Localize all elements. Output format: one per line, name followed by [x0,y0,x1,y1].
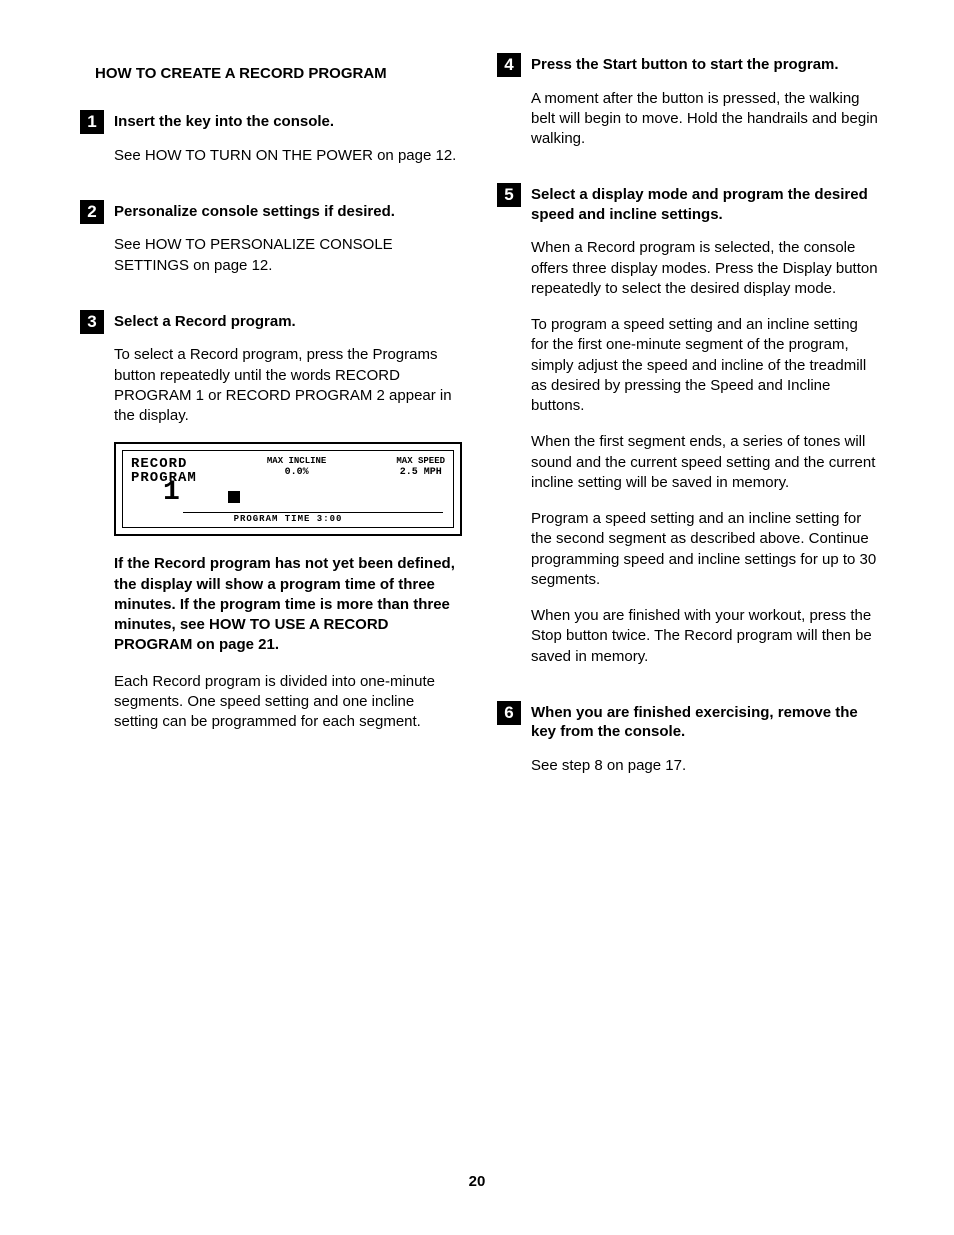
display-max-incline: MAX INCLINE0.0% [267,457,326,478]
step: 4 Press the Start button to start the pro… [497,55,879,165]
step-title: Press the Start button to start the prog… [531,55,879,75]
left-steps-container: 1 Insert the key into the console. See HOW… [80,112,462,748]
step-body: Select a display mode and program the de… [531,185,879,683]
step-number-badge: 4 [497,53,521,77]
step-number-badge: 1 [80,110,104,134]
display-segment-block [228,491,240,503]
left-column: HOW TO CREATE A RECORD PROGRAM 1 Insert t… [80,55,462,812]
step-paragraph: When you are finished with your workout,… [531,606,879,667]
section-title: HOW TO CREATE A RECORD PROGRAM [95,65,462,82]
page-content: HOW TO CREATE A RECORD PROGRAM 1 Insert t… [0,0,954,812]
step-title: Personalize console settings if desired. [114,202,462,222]
step-bold-paragraph: If the Record program has not yet been d… [114,554,462,655]
step-number-badge: 5 [497,183,521,207]
step-paragraph: When the first segment ends, a series of… [531,432,879,493]
step-title: Select a display mode and program the de… [531,185,879,224]
console-display: RECORDPROGRAMMAX INCLINE0.0%MAX SPEED2.5… [114,442,462,536]
step-paragraph: Each Record program is divided into one-… [114,672,462,733]
display-max-speed: MAX SPEED2.5 MPH [396,457,445,478]
step-title: Insert the key into the console. [114,112,462,132]
step: 1 Insert the key into the console. See HOW… [80,112,462,182]
step-body: Personalize console settings if desired.… [114,202,462,292]
step-number-badge: 2 [80,200,104,224]
step-paragraph: See HOW TO PERSONALIZE CONSOLE SETTINGS … [114,235,462,276]
step-paragraph: To program a speed setting and an inclin… [531,315,879,416]
console-display-inner: RECORDPROGRAMMAX INCLINE0.0%MAX SPEED2.5… [122,450,454,528]
display-program-number: 1 [163,479,180,507]
display-program-time: PROGRAM TIME 3:00 [123,514,453,524]
step-body: Press the Start button to start the prog… [531,55,879,165]
step-paragraph: When a Record program is selected, the c… [531,238,879,299]
page-number: 20 [0,1173,954,1190]
step-paragraph: Program a speed setting and an incline s… [531,509,879,590]
step-paragraph: To select a Record program, press the Pr… [114,345,462,426]
step-body: Insert the key into the console. See HOW … [114,112,462,182]
right-column: 4 Press the Start button to start the pro… [497,55,879,812]
step-paragraph: See HOW TO TURN ON THE POWER on page 12. [114,146,462,166]
step: 6 When you are finished exercising, remov… [497,703,879,792]
step-number-badge: 3 [80,310,104,334]
step: 3 Select a Record program. To select a Rec… [80,312,462,749]
step-number-badge: 6 [497,701,521,725]
step-title: Select a Record program. [114,312,462,332]
display-baseline [183,512,443,513]
step: 2 Personalize console settings if desired… [80,202,462,292]
step-body: When you are finished exercising, remove… [531,703,879,792]
step-paragraph: See step 8 on page 17. [531,756,879,776]
step: 5 Select a display mode and program the d… [497,185,879,683]
right-steps-container: 4 Press the Start button to start the pro… [497,55,879,792]
step-paragraph: A moment after the button is pressed, th… [531,89,879,150]
step-title: When you are finished exercising, remove… [531,703,879,742]
step-body: Select a Record program. To select a Reco… [114,312,462,749]
